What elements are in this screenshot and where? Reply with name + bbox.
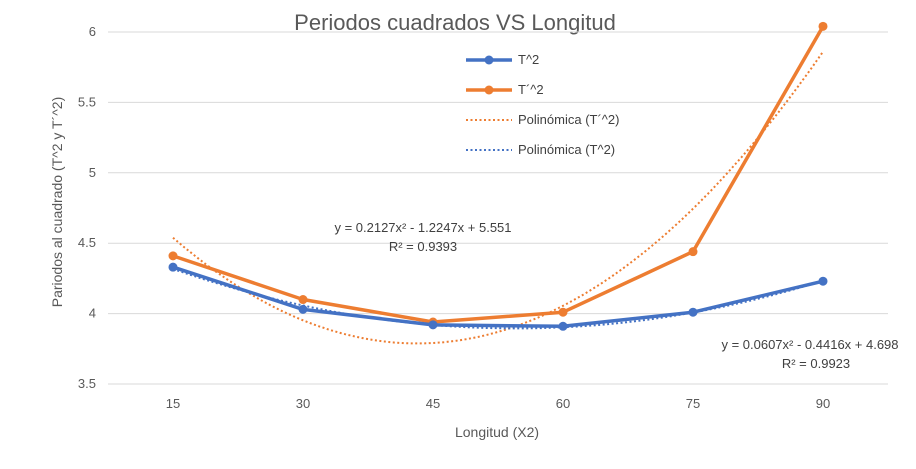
x-tick-label: 75 <box>686 396 700 411</box>
x-tick-label: 45 <box>426 396 440 411</box>
x-tick-label: 60 <box>556 396 570 411</box>
legend-label: T^2 <box>518 52 539 67</box>
data-point <box>428 320 438 330</box>
data-series <box>168 21 828 331</box>
x-tick-label: 30 <box>296 396 310 411</box>
legend-marker <box>484 85 494 95</box>
trendline <box>172 51 824 345</box>
gridlines <box>108 31 888 385</box>
legend: T^2 T´^2 Polinómica (T´^2) Polinómica (T^2) <box>466 52 619 157</box>
y-tick-label: 4 <box>89 306 96 321</box>
data-point <box>168 262 178 272</box>
y-tick-label: 4.5 <box>78 235 96 250</box>
legend-label: Polinómica (T´^2) <box>518 112 619 127</box>
chart-title: Periodos cuadrados VS Longitud <box>294 10 616 35</box>
series-line <box>171 24 825 324</box>
trendline-equation-t-prime: y = 0.2127x² - 1.2247x + 5.551 <box>334 220 511 235</box>
data-point <box>558 307 568 317</box>
y-axis-ticks: 3.5 4 4.5 5 5.5 6 <box>78 24 96 391</box>
data-point <box>688 247 698 257</box>
x-tick-label: 15 <box>166 396 180 411</box>
trendline-equation-t: y = 0.0607x² - 0.4416x + 4.698 <box>721 337 898 352</box>
data-point <box>298 304 308 314</box>
y-tick-label: 6 <box>89 24 96 39</box>
legend-marker <box>484 55 494 65</box>
x-tick-label: 90 <box>816 396 830 411</box>
x-axis-title: Longitud (X2) <box>455 424 539 440</box>
trendline-r2-t: R² = 0.9923 <box>782 356 850 371</box>
y-tick-label: 5 <box>89 165 96 180</box>
data-point <box>688 307 698 317</box>
legend-label: Polinómica (T^2) <box>518 142 615 157</box>
y-tick-label: 3.5 <box>78 376 96 391</box>
series-line <box>171 265 825 329</box>
x-axis-ticks: 15 30 45 60 75 90 <box>166 396 830 411</box>
y-axis-title: Pariodos al cuadrado (T^2 y T´^2) <box>49 97 65 308</box>
legend-label: T´^2 <box>518 82 544 97</box>
y-tick-label: 5.5 <box>78 94 96 109</box>
data-point <box>818 276 828 286</box>
data-point <box>168 251 178 261</box>
data-point <box>818 21 828 31</box>
data-point <box>558 321 568 331</box>
data-point <box>298 295 308 305</box>
trendline-r2-t-prime: R² = 0.9393 <box>389 239 457 254</box>
